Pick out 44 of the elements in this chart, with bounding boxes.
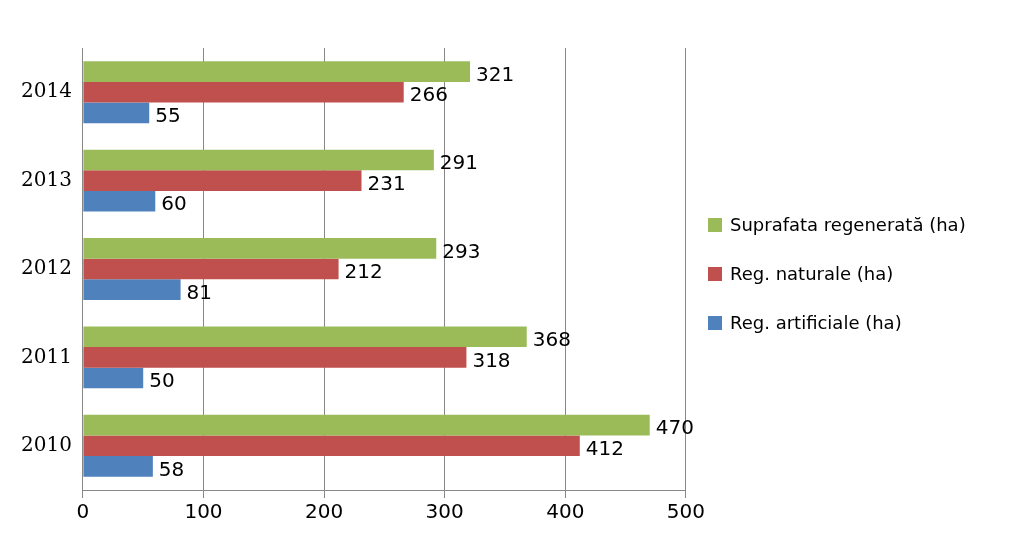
y-tick-label: 2013 — [20, 166, 72, 191]
data-label: 470 — [655, 415, 694, 440]
bar — [83, 238, 437, 259]
bar — [83, 61, 471, 82]
bar — [83, 347, 467, 368]
data-label: 55 — [155, 103, 181, 128]
x-tick-label: 300 — [425, 499, 464, 524]
data-label: 368 — [532, 326, 571, 351]
bar — [83, 279, 181, 300]
data-label: 291 — [439, 150, 479, 175]
bar — [83, 367, 144, 389]
bar — [83, 81, 404, 103]
legend-label: Reg. artificiale (ha) — [730, 311, 902, 333]
bar — [83, 190, 156, 212]
bar — [83, 414, 650, 436]
data-label: 266 — [409, 82, 448, 107]
y-tick-label: 2012 — [20, 255, 72, 280]
y-tick-label: 2014 — [20, 78, 72, 103]
x-tick-label: 200 — [305, 499, 344, 524]
data-label: 321 — [476, 61, 515, 86]
x-tick-label: 400 — [546, 499, 585, 524]
legend-label: Reg. naturale (ha) — [730, 262, 894, 284]
data-label: 50 — [149, 368, 175, 393]
x-tick-label: 0 — [76, 499, 90, 524]
data-label: 318 — [472, 347, 511, 372]
data-label: 81 — [186, 279, 213, 304]
bar — [83, 435, 580, 457]
y-tick-label: 2010 — [20, 432, 72, 456]
data-label: 60 — [161, 191, 187, 216]
data-label: 412 — [585, 436, 624, 460]
bar — [83, 258, 339, 280]
data-label: 58 — [158, 456, 185, 481]
data-label: 231 — [367, 170, 406, 195]
bar — [83, 326, 527, 348]
x-tick-label: 500 — [666, 499, 706, 524]
legend-label: Suprafata regenerată (ha) — [730, 213, 966, 235]
bar — [83, 456, 153, 477]
y-tick-label: 2011 — [20, 343, 72, 368]
x-tick-label: 100 — [184, 499, 223, 524]
bar — [83, 149, 434, 171]
data-label: 293 — [442, 238, 481, 263]
bar — [83, 170, 362, 191]
bar — [83, 102, 150, 124]
data-label: 212 — [344, 259, 383, 284]
